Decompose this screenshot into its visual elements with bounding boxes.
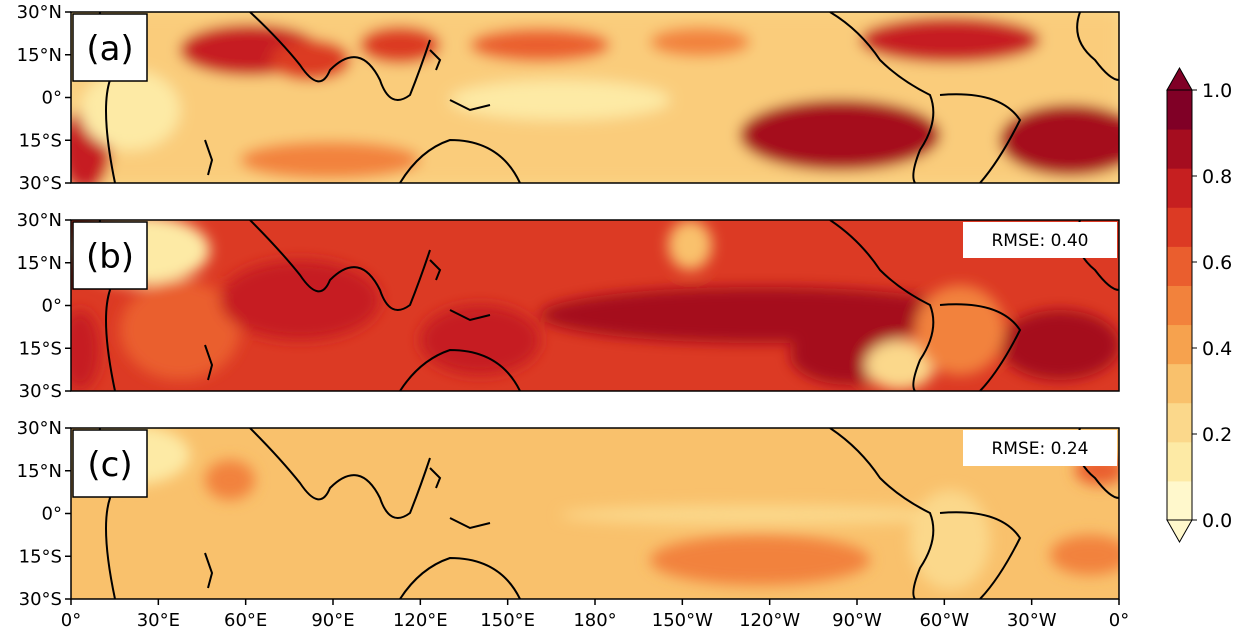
lon-tick-label: 30°E bbox=[137, 610, 180, 631]
lon-tick-label: 150°W bbox=[652, 610, 713, 631]
colorbar-segment bbox=[1167, 480, 1192, 521]
panel-label-box-a bbox=[72, 13, 148, 82]
lat-tick-label: 15°N bbox=[17, 45, 62, 66]
lat-tick-label: 30°S bbox=[19, 173, 62, 194]
rmse-label-c: RMSE: 0.24 bbox=[992, 439, 1089, 459]
lat-tick-label: 15°S bbox=[19, 338, 62, 359]
field-c bbox=[71, 428, 1119, 590]
lon-tick-label: 180° bbox=[573, 610, 616, 631]
colorbar-tick-label: 0.6 bbox=[1202, 252, 1232, 274]
rmse-box-c bbox=[963, 430, 1117, 466]
colorbar-segment bbox=[1167, 324, 1192, 365]
lon-tick-label: 90°E bbox=[311, 610, 354, 631]
lat-tick-label: 15°S bbox=[19, 130, 62, 151]
lat-tick-label: 15°N bbox=[17, 461, 62, 482]
map-panel-b: (b) RMSE: 0.40 bbox=[70, 219, 1120, 392]
colorbar-tick-label: 1.0 bbox=[1202, 80, 1232, 102]
lat-tick-label: 30°N bbox=[17, 2, 62, 23]
lat-tick-label: 0° bbox=[42, 504, 62, 525]
colorbar-segment bbox=[1167, 441, 1192, 482]
colorbar-segment bbox=[1167, 129, 1192, 169]
lon-tick-label: 0° bbox=[61, 610, 81, 631]
colorbar-segment bbox=[1167, 363, 1192, 404]
panel-label-box-c bbox=[72, 429, 148, 498]
lat-tick-label: 30°N bbox=[17, 418, 62, 439]
colorbar-segment bbox=[1167, 168, 1192, 208]
lat-tick-label: 15°N bbox=[17, 253, 62, 274]
lon-tick-label: 120°E bbox=[393, 610, 448, 631]
lon-tick-label: 30°W bbox=[1007, 610, 1057, 631]
colorbar: 0.0 0.2 0.4 0.6 0.8 1.0 bbox=[1166, 66, 1232, 544]
colorbar-segment bbox=[1167, 207, 1192, 247]
colorbar-extend-max bbox=[1166, 66, 1193, 91]
lat-tick-label: 30°N bbox=[17, 210, 62, 231]
lon-tick-label: 90°W bbox=[832, 610, 882, 631]
coastlines-b bbox=[97, 220, 1119, 391]
lat-tick-label: 0° bbox=[42, 296, 62, 317]
lat-tick-label: 15°S bbox=[19, 546, 62, 567]
rmse-label-b: RMSE: 0.40 bbox=[992, 231, 1089, 251]
map-panel-c: (c) RMSE: 0.24 bbox=[70, 427, 1120, 600]
lon-tick-label: 60°W bbox=[919, 610, 969, 631]
colorbar-tick-label: 0.8 bbox=[1202, 166, 1232, 188]
longitude-axis-labels: 0° 30°E 60°E 90°E 120°E 150°E 180° 150°W 120°W 90… bbox=[61, 599, 1129, 631]
panel-label-c: (c) bbox=[87, 445, 132, 485]
panel-label-b: (b) bbox=[86, 237, 134, 277]
lon-tick-label: 120°W bbox=[739, 610, 800, 631]
colorbar-tick-label: 0.2 bbox=[1202, 424, 1232, 446]
lat-tick-label: 30°S bbox=[19, 381, 62, 402]
lat-tick-label: 0° bbox=[42, 88, 62, 109]
rmse-box-b bbox=[963, 222, 1117, 258]
lon-tick-label: 150°E bbox=[480, 610, 535, 631]
lon-tick-label: 0° bbox=[1109, 610, 1129, 631]
map-panel-a: (a) bbox=[70, 11, 1120, 184]
colorbar-extend-min bbox=[1166, 519, 1193, 544]
field-a bbox=[71, 12, 1119, 183]
colorbar-segment bbox=[1167, 402, 1192, 443]
colorbar-segment bbox=[1167, 90, 1192, 130]
lat-tick-label: 30°S bbox=[19, 589, 62, 610]
colorbar-segment bbox=[1167, 285, 1192, 326]
latitude-axis-labels: 30°N 15°N 0° 15°S 30°S 30°N 15°N 0° 15°S 30°S 30°N… bbox=[17, 2, 71, 610]
lon-tick-label: 60°E bbox=[224, 610, 267, 631]
panel-label-a: (a) bbox=[86, 29, 133, 69]
colorbar-tick-label: 0.4 bbox=[1202, 338, 1232, 360]
panel-label-box-b bbox=[72, 221, 148, 290]
colorbar-tick-label: 0.0 bbox=[1202, 510, 1232, 532]
colorbar-segment bbox=[1167, 246, 1192, 286]
